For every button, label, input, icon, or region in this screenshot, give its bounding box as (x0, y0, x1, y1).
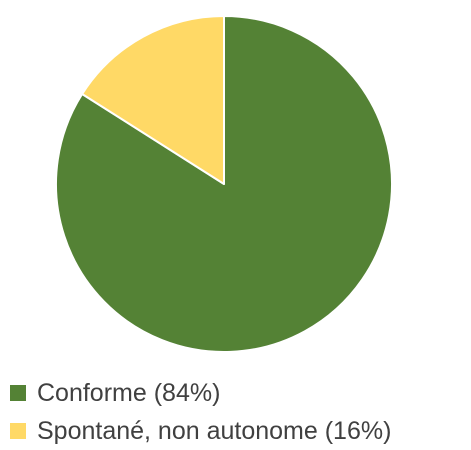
legend-swatch-conforme (10, 385, 26, 401)
chart-legend: Conforme (84%) Spontané, non autonome (1… (10, 374, 391, 450)
legend-item-conforme: Conforme (84%) (10, 374, 391, 412)
pie-slice-spontane (81, 15, 225, 185)
pie-slice-conforme (55, 15, 393, 353)
legend-item-spontane: Spontané, non autonome (16%) (10, 412, 391, 450)
legend-label-spontane: Spontané, non autonome (16%) (37, 416, 392, 445)
legend-label-conforme: Conforme (84%) (37, 378, 221, 407)
pie-chart (55, 15, 393, 353)
legend-swatch-spontane (10, 423, 26, 439)
